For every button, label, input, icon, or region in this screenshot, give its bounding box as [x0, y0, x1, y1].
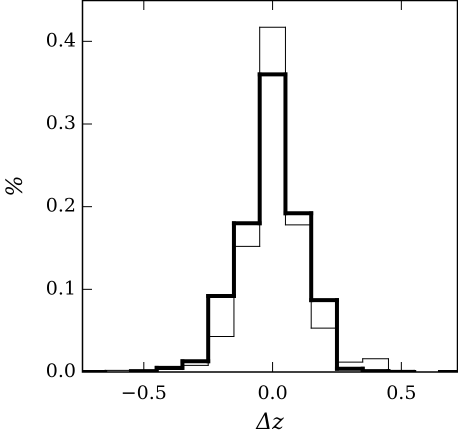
plot-area: [82, 26, 458, 372]
y-tick-label: 0.4: [46, 29, 76, 51]
y-tick-label: 0.3: [46, 112, 76, 134]
y-tick-label: 0.2: [46, 195, 76, 217]
plot-frame: [81, 0, 458, 373]
y-tick-label: 0.0: [46, 360, 76, 382]
y-tick-label: 0.1: [46, 277, 76, 299]
y-axis-label: %: [3, 176, 28, 197]
x-axis-label: Δz: [255, 410, 284, 435]
x-tick-label: 0.5: [386, 382, 416, 404]
x-tick-label: −0.5: [121, 382, 167, 404]
x-tick-label: 0.0: [257, 382, 287, 404]
